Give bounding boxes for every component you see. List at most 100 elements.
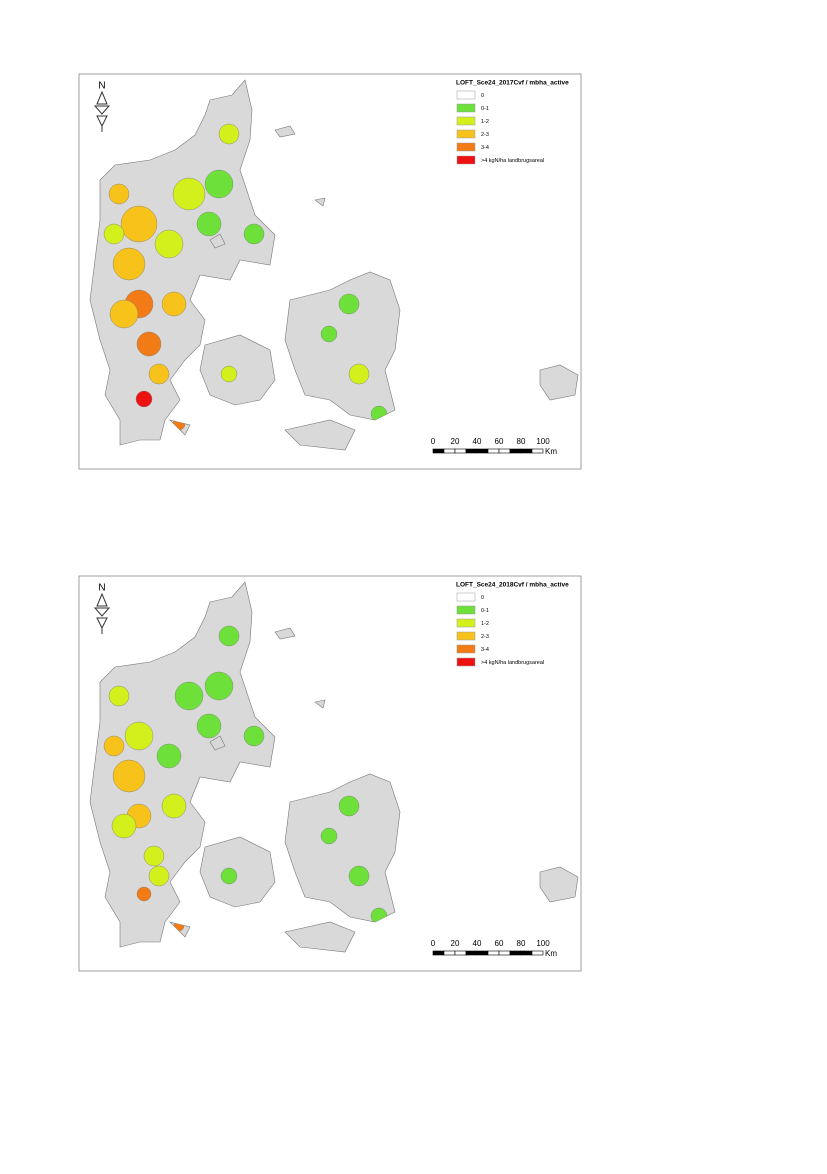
legend-label: 0-1 xyxy=(481,106,489,112)
land xyxy=(539,364,579,401)
region-patch xyxy=(338,795,360,817)
legend-label: 0 xyxy=(481,595,484,601)
scale-label: 0 xyxy=(431,437,436,446)
legend-label: 1-2 xyxy=(481,119,489,125)
region-patch xyxy=(196,211,222,237)
region-patch xyxy=(124,721,154,751)
region-patch xyxy=(174,681,204,711)
region-patch xyxy=(103,735,125,757)
legend-label: >4 kgN/ha landbrugsareal xyxy=(481,660,544,666)
legend-swatch xyxy=(456,618,476,628)
land xyxy=(89,581,276,948)
scale-segment xyxy=(443,950,456,956)
region-patch xyxy=(243,725,265,747)
scale-label: 0 xyxy=(431,939,436,948)
legend-title: LOFT_Sce24_2018Cvf / mbha_active xyxy=(456,582,569,589)
scale-segment xyxy=(432,448,445,454)
land xyxy=(284,419,356,451)
region-patch xyxy=(109,299,139,329)
legend-label: >4 kgN/ha landbrugsareal xyxy=(481,158,544,164)
legend-swatch xyxy=(456,142,476,152)
patches xyxy=(103,625,388,932)
region-patch xyxy=(135,390,153,408)
region-patch xyxy=(112,247,146,281)
region-patch xyxy=(161,793,187,819)
region-patch xyxy=(148,865,170,887)
land xyxy=(274,627,296,640)
scale-segment xyxy=(432,950,445,956)
legend-swatch xyxy=(456,155,476,165)
legend-label: 1-2 xyxy=(481,621,489,627)
scale-segment xyxy=(443,448,456,454)
legend-label: 0-1 xyxy=(481,608,489,614)
region-patch xyxy=(156,743,182,769)
legend-swatch xyxy=(456,116,476,126)
legend-swatch xyxy=(456,644,476,654)
legend-title: LOFT_Sce24_2017Cvf / mbha_active xyxy=(456,80,569,87)
region-patch xyxy=(136,886,152,902)
scale-segment xyxy=(509,950,522,956)
scale-segment xyxy=(487,950,500,956)
land xyxy=(209,233,226,249)
region-patch xyxy=(143,845,165,867)
region-patch xyxy=(204,671,234,701)
scale-label: 80 xyxy=(517,939,526,948)
patches xyxy=(103,123,388,431)
scale-label: 60 xyxy=(495,437,504,446)
region-patch xyxy=(103,223,125,245)
region-patch xyxy=(220,867,238,885)
map-panel: N LOFT_Sce24_2017Cvf / mbha_active 0 0-1 1-2… xyxy=(78,73,582,470)
scale-segment xyxy=(476,448,489,454)
legend-label: 3-4 xyxy=(481,647,489,653)
region-patch xyxy=(243,223,265,245)
region-patch xyxy=(136,331,162,357)
scale-segment xyxy=(498,950,511,956)
region-patch xyxy=(161,291,187,317)
legend-swatch xyxy=(456,657,476,667)
scale-segment xyxy=(454,448,467,454)
scale-unit: Km xyxy=(545,949,557,958)
region-patch xyxy=(172,177,206,211)
region-patch xyxy=(218,625,240,647)
region-patch xyxy=(220,365,238,383)
land xyxy=(284,921,356,953)
legend-label: 2-3 xyxy=(481,634,489,640)
scale-segment xyxy=(454,950,467,956)
region-patch xyxy=(348,865,370,887)
scale-label: 100 xyxy=(536,437,550,446)
scale-label: 20 xyxy=(451,939,460,948)
region-patch xyxy=(204,169,234,199)
legend-label: 0 xyxy=(481,93,484,99)
scale-segment xyxy=(498,448,511,454)
scale-segment xyxy=(509,448,522,454)
land xyxy=(284,271,401,421)
region-patch xyxy=(320,325,338,343)
north-arrow xyxy=(93,90,111,132)
scale-segment xyxy=(465,950,478,956)
scale-label: 40 xyxy=(473,437,482,446)
scale-label: 100 xyxy=(536,939,550,948)
region-patch xyxy=(218,123,240,145)
scale-label: 60 xyxy=(495,939,504,948)
legend-swatch xyxy=(456,631,476,641)
legend-swatch xyxy=(456,592,476,602)
region-patch xyxy=(108,183,130,205)
north-label: N xyxy=(98,81,105,92)
scale-label: 40 xyxy=(473,939,482,948)
land xyxy=(539,866,579,903)
map-panel: N LOFT_Sce24_2018Cvf / mbha_active 0 0-1 1-2… xyxy=(78,575,582,972)
scale-segment xyxy=(476,950,489,956)
region-patch xyxy=(108,685,130,707)
scale-segment xyxy=(531,448,544,454)
scale-label: 20 xyxy=(451,437,460,446)
legend-label: 3-4 xyxy=(481,145,489,151)
scale-unit: Km xyxy=(545,447,557,456)
land xyxy=(284,773,401,923)
legend-swatch xyxy=(456,605,476,615)
region-patch xyxy=(120,205,158,243)
region-patch xyxy=(111,813,137,839)
legend-swatch xyxy=(456,103,476,113)
land xyxy=(314,197,326,207)
north-arrow xyxy=(93,592,111,634)
